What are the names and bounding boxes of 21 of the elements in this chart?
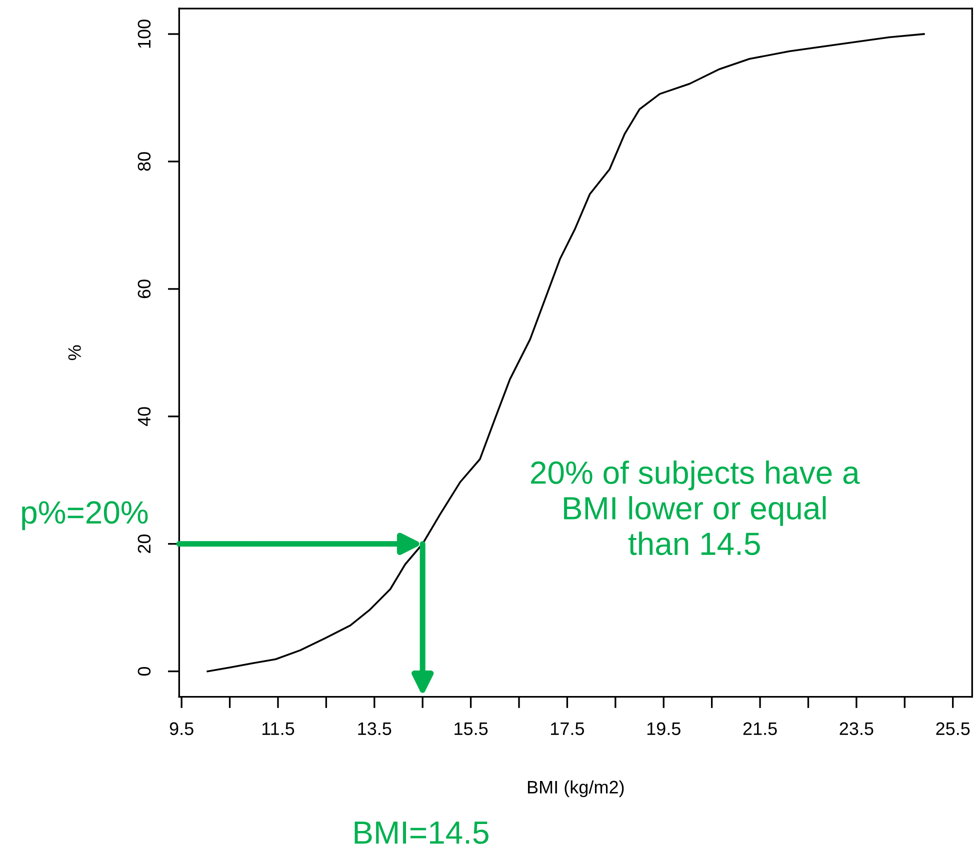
x-tick-label: 13.5 [358, 722, 392, 736]
y-tick-label: 20 [138, 534, 151, 554]
annotation: p%=20% [22, 501, 148, 530]
x-tick-label: 19.5 [647, 722, 680, 736]
x-tick-label: 23.5 [840, 722, 874, 736]
x-tick-label: 25.5 [936, 722, 970, 736]
y-tick-label: 80 [138, 152, 151, 171]
y-tick-label: 100 [138, 20, 151, 48]
x-tick-label: 9.5 [170, 722, 194, 736]
x-tick-label: 21.5 [743, 722, 777, 736]
y-tick-label: 40 [138, 407, 151, 426]
line-series [206, 33, 925, 672]
x-tick-label: 17.5 [551, 722, 584, 736]
x-tick-label: 11.5 [262, 722, 294, 736]
text: BMI=14.5 [354, 822, 488, 844]
x-axis-title: BMI (kg/m2) [528, 780, 624, 798]
y-axis-title: % [68, 345, 81, 360]
y-tick-label: 0 [138, 667, 151, 676]
x-tick-label: 15.5 [454, 722, 488, 736]
annotation: 20% of subjects have a BMI lower or equal than 14.5 [531, 460, 860, 556]
y-tick-label: 60 [138, 280, 151, 298]
